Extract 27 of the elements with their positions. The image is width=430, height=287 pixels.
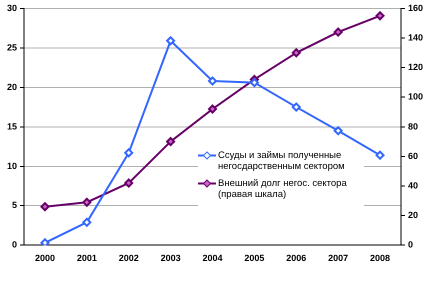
y2-tick-label: 40 (408, 180, 418, 190)
legend-label: Ссуды и займы полученные негосдарственным сектором (218, 150, 346, 172)
x-tick-label: 2006 (286, 253, 306, 264)
y-tick-label: 25 (6, 42, 18, 52)
y2-tick-label: 120 (408, 62, 424, 72)
y-tick-label: 15 (6, 121, 18, 132)
x-tick-label: 2000 (34, 253, 55, 264)
y-tick-label: 20 (6, 82, 18, 92)
y2-tick-label: 80 (408, 121, 418, 132)
x-tick-label: 2003 (160, 253, 181, 264)
x-tick-label: 2004 (202, 253, 223, 264)
y-tick-label: 10 (6, 160, 18, 171)
x-tick-label: 2007 (328, 253, 348, 264)
x-tick-label: 2005 (244, 253, 264, 264)
x-tick-label: 2008 (370, 253, 390, 264)
y2-tick-label: 100 (408, 92, 424, 102)
y2-tick-label: 160 (408, 2, 424, 13)
y-tick-label: 5 (12, 200, 18, 210)
y2-tick-label: 0 (408, 240, 413, 250)
y-tick-label: 30 (6, 2, 18, 13)
y2-tick-label: 60 (408, 150, 418, 161)
x-tick-label: 2002 (118, 253, 139, 264)
y2-tick-label: 20 (408, 210, 418, 220)
y2-tick-label: 140 (408, 32, 424, 42)
x-tick-label: 2001 (76, 253, 97, 264)
y-tick-label: 0 (12, 240, 18, 250)
legend-label: Внешний долг негос. сектора (правая шкала) (218, 178, 348, 200)
